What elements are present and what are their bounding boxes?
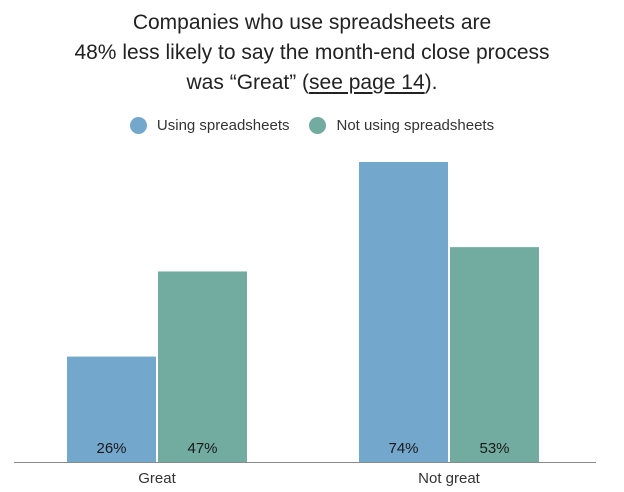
title-line-3-prefix: was “Great” (	[186, 71, 310, 94]
data-label-great-not-using: 47%	[187, 440, 217, 457]
title-line-2: 48% less likely to say the month-end clo…	[74, 41, 550, 64]
bar-great-using	[67, 356, 156, 462]
see-page-link[interactable]: see page 14	[309, 71, 425, 94]
category-label-not-great: Not great	[418, 470, 481, 487]
legend: Using spreadsheets Not using spreadsheet…	[0, 117, 624, 134]
legend-label-using: Using spreadsheets	[156, 117, 290, 134]
bar-not-great-using	[359, 162, 448, 462]
legend-item-using: Using spreadsheets	[129, 117, 290, 134]
legend-swatch-not-using	[309, 117, 327, 134]
bar-great-not-using	[158, 271, 247, 462]
category-label-great: Great	[138, 470, 176, 487]
legend-swatch-using	[129, 117, 147, 134]
data-label-not-great-not-using: 53%	[479, 440, 509, 457]
legend-item-not-using: Not using spreadsheets	[309, 117, 494, 134]
title-line-3: was “Great” (see page 14).	[0, 68, 624, 98]
title-line-3-suffix: ).	[424, 71, 438, 94]
title-line-1: Companies who use spreadsheets are	[132, 11, 492, 34]
data-label-not-great-using: 74%	[388, 440, 418, 457]
chart-title: Companies who use spreadsheets are 48% l…	[0, 8, 624, 98]
bar-not-great-not-using	[450, 247, 539, 462]
data-label-great-using: 26%	[96, 440, 126, 457]
legend-label-not-using: Not using spreadsheets	[336, 117, 495, 134]
